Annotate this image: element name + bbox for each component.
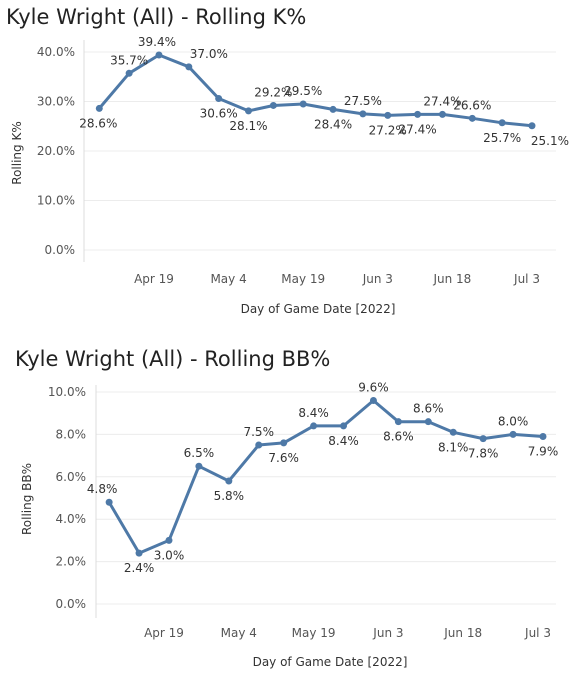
- x-tick-label: Jun 3: [362, 272, 393, 286]
- y-tick-label: 0.0%: [56, 597, 87, 611]
- data-label: 35.7%: [110, 53, 148, 67]
- x-tick-label: Jun 18: [432, 272, 471, 286]
- data-label: 8.6%: [413, 402, 444, 416]
- x-tick-label: Jul 3: [524, 626, 551, 640]
- data-point: [185, 63, 193, 71]
- y-tick-label: 2.0%: [56, 555, 87, 569]
- data-point: [255, 441, 263, 449]
- data-point: [95, 104, 103, 112]
- x-tick-label: May 19: [281, 272, 325, 286]
- y-tick-label: 40.0%: [37, 45, 75, 59]
- chart-title: Kyle Wright (All) - Rolling K%: [6, 5, 307, 29]
- data-label: 8.4%: [298, 406, 329, 420]
- data-point: [269, 101, 277, 109]
- data-point: [424, 418, 432, 426]
- data-point: [310, 422, 318, 430]
- data-point: [329, 105, 337, 113]
- data-label: 25.1%: [531, 134, 569, 148]
- y-tick-label: 8.0%: [56, 427, 87, 441]
- data-label: 6.5%: [184, 446, 215, 460]
- data-label: 28.1%: [229, 119, 267, 133]
- data-label: 39.4%: [138, 35, 176, 49]
- y-tick-label: 6.0%: [56, 470, 87, 484]
- x-axis-title: Day of Game Date [2022]: [241, 302, 396, 316]
- data-point: [135, 549, 143, 557]
- data-label: 8.1%: [438, 440, 469, 454]
- data-point: [359, 110, 367, 118]
- data-point: [539, 433, 547, 441]
- x-tick-label: May 4: [210, 272, 246, 286]
- rolling-bb-chart: Kyle Wright (All) - Rolling BB% 0.0% 2.0%…: [0, 340, 577, 685]
- data-point: [509, 430, 517, 438]
- data-label: 30.6%: [200, 107, 238, 121]
- y-tick-label: 20.0%: [37, 144, 75, 158]
- data-point: [438, 110, 446, 118]
- data-label: 9.6%: [358, 380, 389, 394]
- y-tick-label: 30.0%: [37, 95, 75, 109]
- data-point: [280, 439, 288, 447]
- y-tick-label: 10.0%: [48, 385, 86, 399]
- x-tick-label: Jun 3: [372, 626, 403, 640]
- series-line: [107, 399, 545, 555]
- data-point: [244, 107, 252, 115]
- data-point: [195, 462, 203, 470]
- data-point: [299, 100, 307, 108]
- data-point: [215, 95, 223, 103]
- data-label: 26.6%: [453, 98, 491, 112]
- data-point: [449, 428, 457, 436]
- data-label: 28.6%: [79, 116, 117, 130]
- data-label: 28.4%: [314, 117, 352, 131]
- x-tick-label: Apr 19: [134, 272, 174, 286]
- data-label: 3.0%: [154, 548, 185, 562]
- data-point: [125, 69, 133, 77]
- data-label: 27.4%: [423, 94, 461, 108]
- data-point: [155, 51, 163, 59]
- data-label: 37.0%: [190, 47, 228, 61]
- data-point: [165, 536, 173, 544]
- x-tick-label: May 4: [221, 626, 257, 640]
- data-point: [105, 498, 113, 506]
- data-label: 27.4%: [399, 122, 437, 136]
- rolling-bb-plot: 0.0% 2.0% 4.0% 6.0% 8.0% 10.0% Apr 19 May 4 May …: [20, 380, 559, 669]
- data-point: [225, 477, 233, 485]
- rolling-k-plot: 0.0% 10.0% 20.0% 30.0% 40.0% Apr 19 May 4 May 1…: [10, 35, 569, 316]
- data-label: 5.8%: [214, 489, 245, 503]
- x-tick-label: Jul 3: [513, 272, 540, 286]
- chart-title: Kyle Wright (All) - Rolling BB%: [15, 347, 331, 371]
- x-tick-label: Jun 18: [443, 626, 482, 640]
- data-label: 29.5%: [284, 84, 322, 98]
- data-point: [528, 122, 536, 130]
- x-axis-title: Day of Game Date [2022]: [253, 655, 408, 669]
- data-label: 29.2%: [254, 85, 292, 99]
- data-point: [414, 110, 422, 118]
- data-label: 2.4%: [124, 561, 155, 575]
- data-label: 27.2%: [369, 123, 407, 137]
- data-label: 25.7%: [483, 131, 521, 145]
- y-tick-label: 10.0%: [37, 194, 75, 208]
- data-label: 4.8%: [87, 482, 118, 496]
- data-label: 7.8%: [468, 447, 499, 461]
- data-label: 7.9%: [528, 445, 559, 459]
- y-tick-label: 0.0%: [45, 243, 76, 257]
- rolling-k-chart: Kyle Wright (All) - Rolling K% 0.0% 10.0%…: [0, 0, 577, 330]
- data-point: [369, 396, 377, 404]
- data-point: [340, 422, 348, 430]
- series-line: [97, 53, 534, 128]
- data-label: 7.5%: [243, 425, 274, 439]
- data-point: [394, 418, 402, 426]
- data-label: 8.6%: [383, 430, 414, 444]
- data-point: [479, 435, 487, 443]
- x-tick-label: Apr 19: [144, 626, 184, 640]
- data-label: 8.4%: [328, 434, 359, 448]
- x-tick-label: May 19: [292, 626, 336, 640]
- y-tick-label: 4.0%: [56, 512, 87, 526]
- data-point: [498, 119, 506, 127]
- y-axis-title: Rolling K%: [10, 121, 24, 184]
- data-point: [468, 114, 476, 122]
- data-label: 8.0%: [498, 414, 529, 428]
- data-point: [384, 111, 392, 119]
- y-axis-title: Rolling BB%: [20, 463, 34, 535]
- data-label: 7.6%: [268, 451, 299, 465]
- data-label: 27.5%: [344, 94, 382, 108]
